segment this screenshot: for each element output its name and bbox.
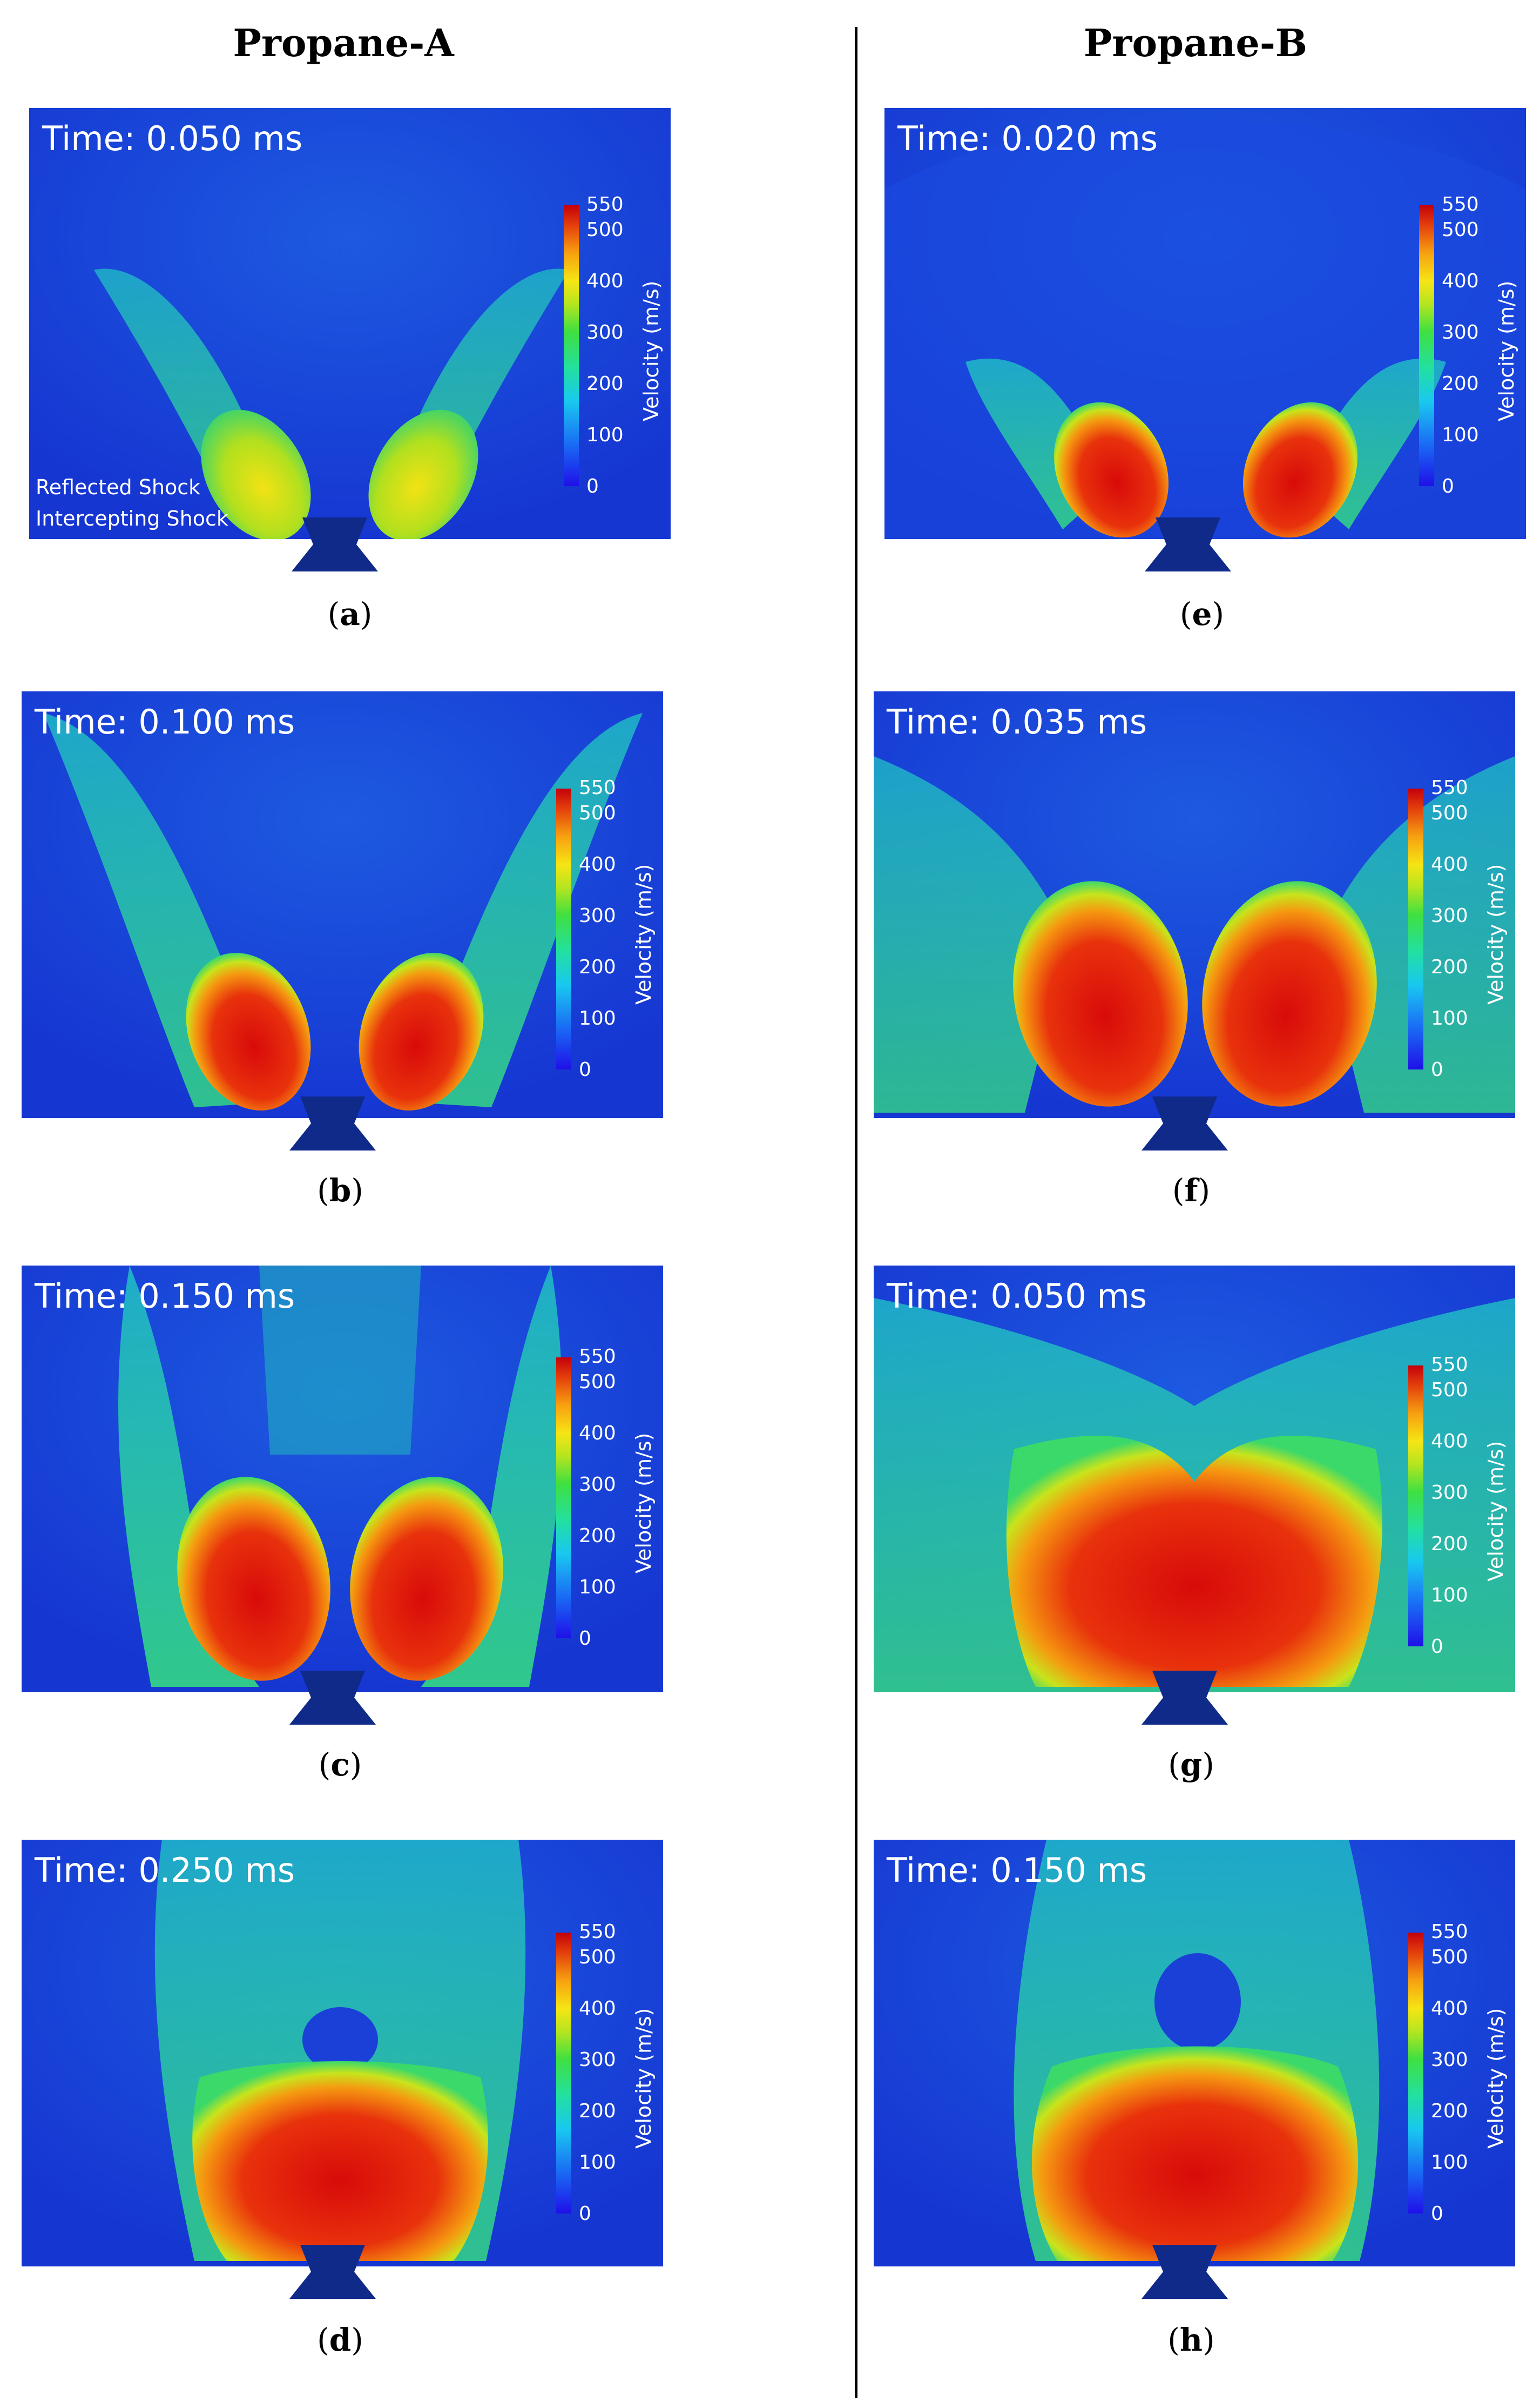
column-title-left: Propane-A [233, 21, 454, 65]
colorbar-title-h: Velocity (m/s) [1484, 2008, 1508, 2149]
caption-f: (f) [1172, 1172, 1211, 1209]
panel-b: Time: 0.100 ms 550 500 400 300 200 100 0… [22, 691, 663, 1118]
time-label-g: Time: 0.050 ms [887, 1276, 1147, 1316]
caption-h: (h) [1167, 2322, 1215, 2358]
colorbar-title-c: Velocity (m/s) [632, 1432, 656, 1573]
colorbar-g [1408, 1365, 1423, 1646]
caption-c: (c) [318, 1746, 362, 1783]
colorbar-title-b: Velocity (m/s) [632, 864, 656, 1005]
panel-f: Time: 0.035 ms 550 500 400 300 200 100 0… [874, 691, 1515, 1118]
column-divider [855, 27, 857, 2398]
panel-c: Time: 0.150 ms 550 500 400 300 200 100 0… [22, 1266, 663, 1692]
caption-b: (b) [317, 1172, 363, 1209]
colorbar-a [564, 205, 579, 486]
injector-nozzle-e [1145, 517, 1231, 571]
panel-e: Time: 0.020 ms 550 500 400 300 200 100 0… [884, 108, 1526, 539]
injector-nozzle-a [292, 517, 378, 571]
injector-nozzle-d [289, 2245, 376, 2299]
injector-nozzle-f [1142, 1096, 1228, 1150]
panel-h: Time: 0.150 ms 550 500 400 300 200 100 0… [874, 1840, 1515, 2266]
colorbar-title-d: Velocity (m/s) [632, 2008, 656, 2149]
colorbar-h [1408, 1933, 1423, 2213]
colorbar-b [556, 789, 571, 1069]
caption-g: (g) [1168, 1746, 1214, 1783]
colorbar-title-e: Velocity (m/s) [1495, 280, 1518, 421]
time-label-d: Time: 0.250 ms [35, 1851, 295, 1890]
time-label-e: Time: 0.020 ms [897, 119, 1158, 158]
annotation-intercepting-shock: Intercepting Shock [36, 507, 228, 530]
caption-a: (a) [327, 596, 373, 633]
colorbar-title-f: Velocity (m/s) [1484, 864, 1508, 1005]
caption-d: (d) [317, 2322, 363, 2358]
panel-d: Time: 0.250 ms 550 500 400 300 200 100 0… [22, 1840, 663, 2266]
injector-nozzle-c [289, 1671, 376, 1725]
injector-nozzle-b [289, 1096, 376, 1150]
time-label-h: Time: 0.150 ms [887, 1851, 1147, 1890]
velocity-field-c [22, 1266, 663, 1692]
colorbar-c [556, 1357, 571, 1638]
injector-nozzle-g [1142, 1671, 1228, 1725]
caption-e: (e) [1179, 596, 1225, 633]
colorbar-title-g: Velocity (m/s) [1484, 1441, 1508, 1582]
time-label-c: Time: 0.150 ms [35, 1276, 295, 1316]
time-label-b: Time: 0.100 ms [35, 702, 295, 742]
panel-a: Time: 0.050 ms Reflected Shock Intercept… [29, 108, 671, 539]
colorbar-e [1419, 205, 1434, 486]
colorbar-title-a: Velocity (m/s) [639, 280, 663, 421]
annotation-reflected-shock: Reflected Shock [36, 475, 201, 499]
colorbar-d [556, 1933, 571, 2213]
panel-g: Time: 0.050 ms 550 500 400 300 200 100 0… [874, 1266, 1515, 1692]
injector-nozzle-h [1142, 2245, 1228, 2299]
column-title-right: Propane-B [1083, 21, 1308, 65]
time-label-a: Time: 0.050 ms [42, 119, 303, 158]
colorbar-f [1408, 789, 1423, 1069]
time-label-f: Time: 0.035 ms [887, 702, 1147, 742]
